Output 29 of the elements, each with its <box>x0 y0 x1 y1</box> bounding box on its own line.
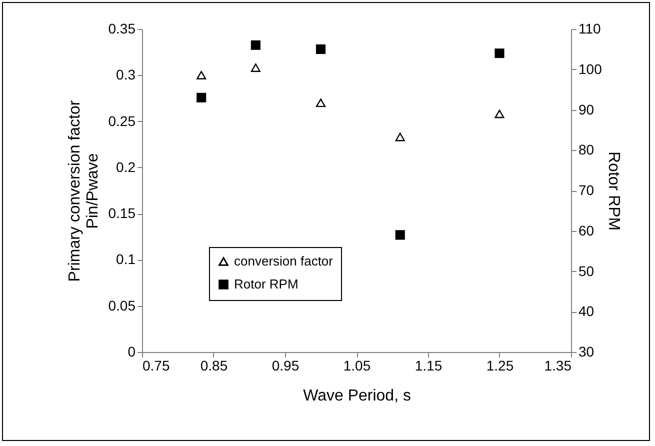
x-tick-label: 1.15 <box>414 358 442 374</box>
y-tick-label: 0.1 <box>116 251 136 268</box>
y-tick-label: 0.2 <box>116 158 136 175</box>
y2-tick-label: 60 <box>578 222 594 238</box>
y2-tick-label: 50 <box>578 262 594 279</box>
y2-tick-label: 90 <box>578 101 594 118</box>
y2-axis-title: Rotor RPM <box>604 151 622 231</box>
x-tick-label: 1.25 <box>486 358 514 374</box>
y2-tick-label: 80 <box>578 142 594 158</box>
y2-tick-label: 40 <box>578 303 594 320</box>
y2-tick-label: 110 <box>578 20 602 36</box>
y-tick-label: 0.35 <box>108 20 136 36</box>
x-tick-label: 0.95 <box>272 358 300 374</box>
x-tick-label: 0.75 <box>142 358 170 374</box>
x-tick-label: 1.05 <box>343 358 371 374</box>
y2-tick-label: 70 <box>578 182 594 198</box>
y-tick-label: 0.15 <box>108 205 136 222</box>
y-tick-label: 0.25 <box>108 112 136 129</box>
legend-label: conversion factor <box>234 254 334 268</box>
x-axis-title: Wave Period, s <box>303 388 411 404</box>
x-tick-label: 1.35 <box>544 358 572 374</box>
x-tick-label: 0.85 <box>200 358 228 374</box>
y2-tick-label: 30 <box>578 344 594 360</box>
y2-tick-label: 100 <box>578 60 602 77</box>
y-tick-label: 0.05 <box>108 297 136 314</box>
y-tick-label: 0.3 <box>116 66 136 83</box>
legend-label: Rotor RPM <box>234 276 298 292</box>
y-axis-title: Primary conversion factor Pin/Pwave <box>66 100 102 282</box>
y-tick-label: 0 <box>128 344 136 360</box>
